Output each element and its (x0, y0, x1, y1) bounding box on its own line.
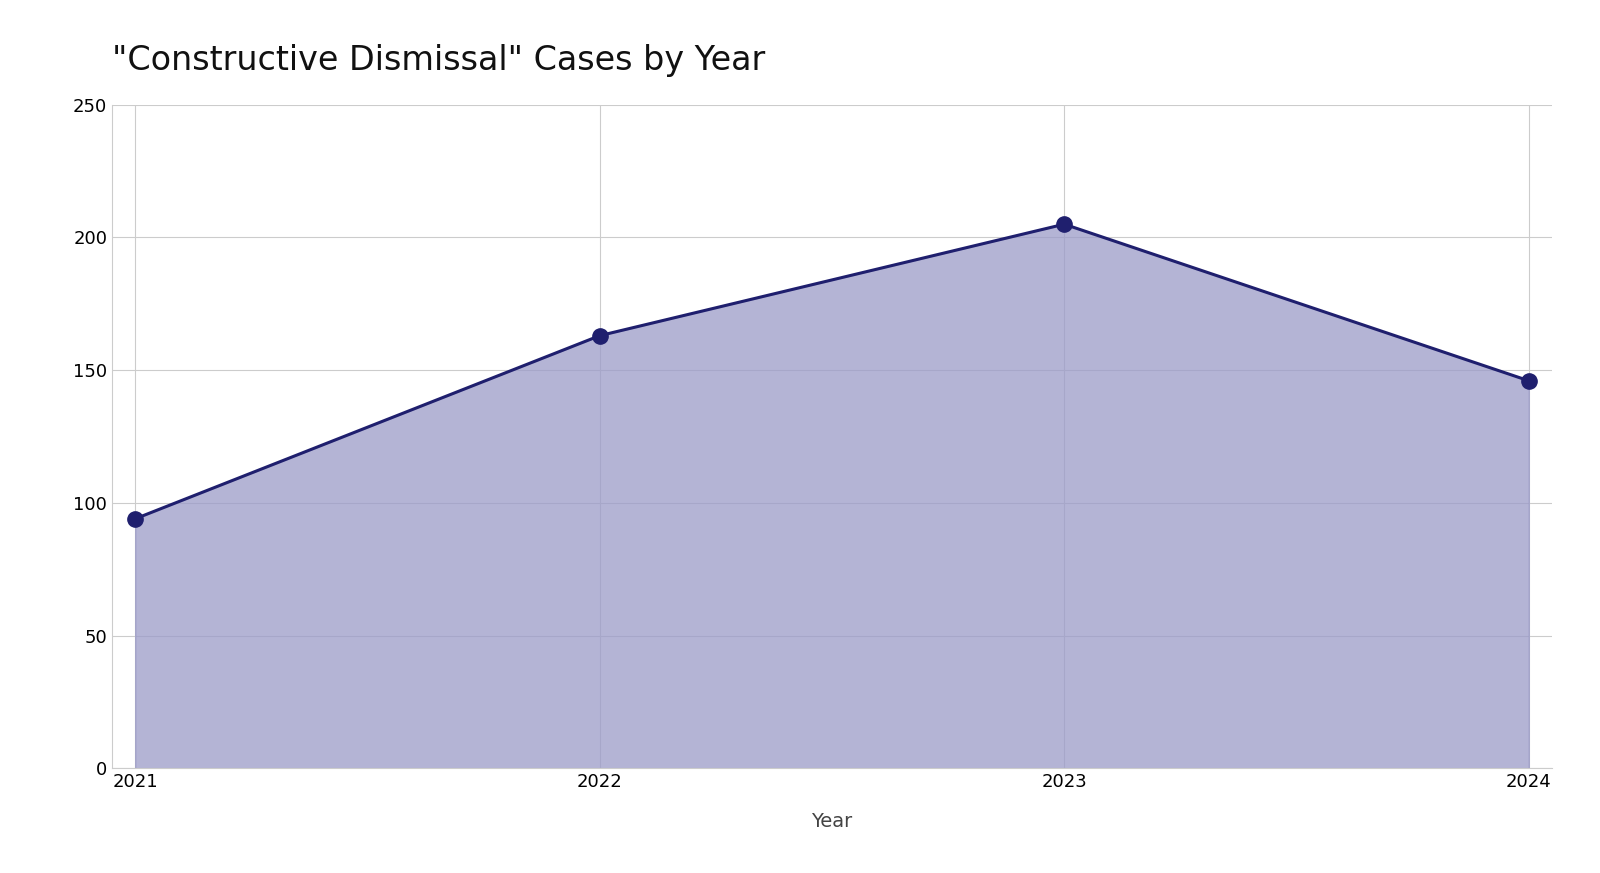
Text: "Constructive Dismissal" Cases by Year: "Constructive Dismissal" Cases by Year (112, 44, 765, 77)
X-axis label: Year: Year (811, 812, 853, 831)
